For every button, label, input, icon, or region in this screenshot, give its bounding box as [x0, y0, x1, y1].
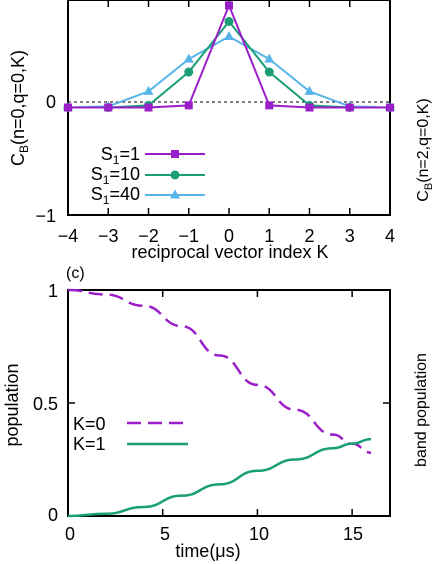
- data-point-square: [305, 103, 314, 112]
- bottom-x-tick-label-5: 5: [160, 524, 170, 544]
- data-point-triangle: [143, 85, 154, 95]
- data-point-square: [64, 103, 72, 112]
- data-point-triangle: [264, 53, 275, 63]
- series-curve-k-0: [67, 288, 372, 454]
- bottom-x-axis-label: time(μs): [175, 541, 240, 561]
- top-legend: S1=1 S1=10 S1=40: [91, 144, 205, 207]
- data-point-circle: [184, 67, 194, 77]
- bottom-right-panel-y-axis-label: band population: [413, 353, 430, 467]
- legend-label-s1-10: S1=10: [91, 164, 140, 187]
- top-x-tick-label: 4: [385, 226, 395, 246]
- data-point-triangle: [304, 85, 315, 95]
- legend-key-marker: [170, 170, 180, 180]
- legend-key-marker: [171, 150, 179, 158]
- top-x-tick-label: −2: [138, 226, 159, 246]
- top-legend-keys: [145, 150, 205, 199]
- top-x-axis-ticks: −4 −3 −2 −1 0 1 2 3 4: [58, 0, 395, 246]
- data-point-square: [144, 103, 153, 112]
- bottom-x-tick-label-10: 10: [249, 524, 269, 544]
- right-panel-y-axis-label: CB(n=2,q=0,K): [415, 98, 435, 201]
- top-x-tick-label: 1: [264, 226, 274, 246]
- data-point-square: [184, 101, 193, 110]
- data-point-triangle: [183, 53, 194, 63]
- top-x-tick-label: 2: [304, 226, 314, 246]
- bottom-legend: K=0 K=1: [73, 414, 188, 454]
- legend-label-s1-40: S1=40: [91, 184, 140, 207]
- data-point-circle: [224, 17, 234, 26]
- top-y-axis-label: CB(n=0,q=0,K): [8, 50, 31, 166]
- data-point-square: [225, 1, 233, 10]
- data-point-triangle: [224, 31, 234, 41]
- bottom-y-axis-label: population: [2, 363, 22, 446]
- bottom-y-tick-label-1: 1: [48, 281, 58, 301]
- bottom-y-tick-label-0: 0: [48, 505, 58, 525]
- top-x-tick-label: −1: [178, 226, 199, 246]
- data-point-square: [386, 103, 394, 112]
- legend-label-s1-1: S1=1: [101, 144, 140, 167]
- legend-label-k0: K=0: [73, 414, 106, 434]
- top-x-tick-label: −3: [98, 226, 119, 246]
- series-curve-k-1: [67, 437, 372, 518]
- legend-label-k1: K=1: [73, 434, 106, 454]
- top-x-tick-label: −4: [58, 226, 79, 246]
- data-point-square: [345, 103, 354, 112]
- bottom-series-group: [67, 288, 372, 518]
- top-series-group: [63, 1, 395, 112]
- panel-label-c: (c): [66, 265, 85, 282]
- series-line-triangle: [67, 35, 391, 109]
- top-x-axis-label: reciprocal vector index K: [131, 242, 328, 262]
- data-point-square: [265, 101, 274, 110]
- top-y-tick-label-0: 0: [46, 92, 56, 112]
- legend-key-marker: [170, 189, 180, 199]
- top-x-tick-label: 0: [224, 226, 234, 246]
- bottom-y-tick-label-0-5: 0.5: [33, 394, 58, 414]
- data-point-circle: [264, 67, 274, 77]
- bottom-x-tick-label-0: 0: [65, 524, 75, 544]
- bottom-x-tick-label-15: 15: [343, 524, 363, 544]
- data-point-square: [104, 103, 113, 112]
- top-x-tick-label: 3: [345, 226, 355, 246]
- top-y-tick-label-neg1: −1: [35, 206, 56, 226]
